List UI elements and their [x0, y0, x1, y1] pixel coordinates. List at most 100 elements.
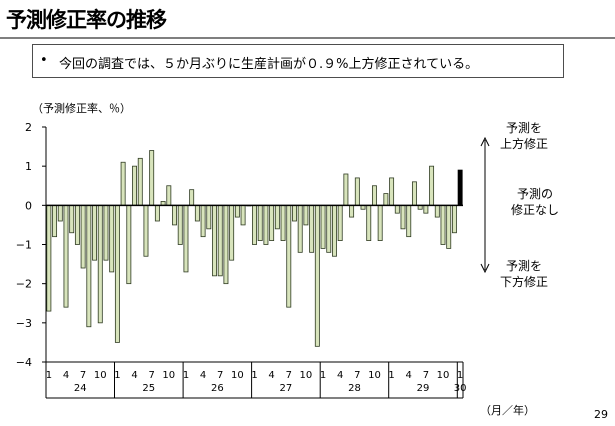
bar — [132, 165, 137, 206]
x-month-label: 7 — [149, 370, 155, 381]
bar — [189, 189, 195, 206]
bar — [349, 204, 355, 218]
bar — [172, 204, 177, 226]
bar — [103, 204, 109, 261]
x-month-label: 4 — [337, 370, 343, 381]
bar — [326, 204, 332, 253]
legend-no-revision: 予測の 修正なし — [495, 186, 575, 218]
bar — [377, 204, 383, 241]
bar — [440, 204, 446, 245]
x-month-label: 1 — [46, 370, 52, 381]
bar — [200, 204, 206, 238]
bar — [120, 161, 126, 206]
x-axis-unit-label: （月／年） — [480, 404, 535, 417]
y-tick-label: 2 — [25, 121, 32, 134]
bar — [154, 204, 160, 222]
bar — [400, 204, 406, 230]
summary-box: • 今回の調査では、５か月ぶりに生産計画が０.９%上方修正されている。 — [32, 44, 564, 78]
bar — [252, 204, 257, 245]
bar — [240, 204, 246, 226]
legend-upward-line1: 予測を — [505, 121, 542, 135]
bar — [286, 204, 292, 308]
y-tick-label: −4 — [16, 356, 32, 369]
bar — [143, 204, 149, 257]
bar — [183, 204, 189, 273]
bar — [337, 204, 343, 241]
bar — [423, 204, 429, 214]
x-year-label: 26 — [211, 383, 224, 394]
x-month-label: 7 — [217, 370, 223, 381]
x-year-label: 30 — [454, 383, 467, 394]
y-axis-unit-label: （予測修正率、％） — [32, 102, 131, 115]
bar — [166, 185, 172, 206]
x-year-label: 28 — [348, 383, 361, 394]
bar — [383, 193, 389, 206]
bar — [320, 204, 326, 249]
x-month-label: 1 — [320, 370, 326, 381]
bar — [269, 204, 275, 241]
x-month-label: 10 — [162, 370, 175, 381]
bar — [46, 204, 52, 312]
bar — [263, 204, 269, 245]
x-month-label: 7 — [286, 370, 292, 381]
bar — [274, 204, 280, 230]
bar — [314, 204, 320, 347]
bar — [406, 204, 412, 238]
bar — [429, 165, 435, 206]
bar — [223, 204, 229, 285]
legend-upward-line2: 上方修正 — [499, 137, 548, 151]
bar — [229, 204, 235, 261]
bar — [69, 204, 75, 234]
bar — [137, 157, 143, 206]
y-tick-label: 1 — [25, 160, 32, 173]
legend-downward-line1: 予測を — [505, 259, 542, 273]
bar — [366, 204, 372, 241]
legend-downward-line2: 下方修正 — [499, 275, 548, 289]
x-month-label: 1 — [251, 370, 257, 381]
bar — [234, 204, 240, 218]
bar — [126, 204, 132, 285]
bar — [74, 204, 80, 245]
y-tick-label: 0 — [25, 199, 32, 212]
bar — [97, 204, 103, 324]
bar — [206, 204, 212, 230]
x-month-label: 4 — [406, 370, 412, 381]
bar — [194, 204, 200, 222]
y-tick-label: −2 — [16, 278, 32, 291]
bar — [446, 204, 452, 249]
bar — [292, 204, 297, 222]
x-month-label: 4 — [200, 370, 206, 381]
bar — [217, 204, 223, 277]
bar — [354, 177, 360, 206]
bar — [57, 204, 63, 222]
bar — [394, 204, 400, 214]
x-month-label: 7 — [423, 370, 429, 381]
bar — [332, 204, 337, 257]
bar — [309, 204, 315, 253]
bar — [257, 204, 263, 241]
bar — [92, 204, 98, 261]
x-month-label: 10 — [231, 370, 244, 381]
bar — [86, 204, 92, 328]
x-month-label: 10 — [94, 370, 107, 381]
bar — [80, 204, 86, 269]
x-year-label: 25 — [142, 383, 155, 394]
legend-none-line1: 予測の — [516, 187, 553, 201]
x-month-label: 1 — [114, 370, 120, 381]
bar — [303, 204, 309, 226]
bar — [389, 177, 395, 206]
bar — [343, 173, 349, 206]
x-month-label: 4 — [131, 370, 137, 381]
x-year-label: 29 — [417, 383, 430, 394]
bar — [109, 204, 115, 273]
page-title: 予測修正率の推移 — [6, 8, 167, 32]
bar — [411, 181, 417, 206]
legend-none-line2: 修正なし — [510, 203, 559, 217]
bar — [451, 204, 457, 234]
bar — [63, 204, 69, 308]
latest-bar — [457, 169, 463, 206]
bar — [297, 204, 303, 253]
bar — [434, 204, 440, 218]
x-month-label: 7 — [80, 370, 86, 381]
